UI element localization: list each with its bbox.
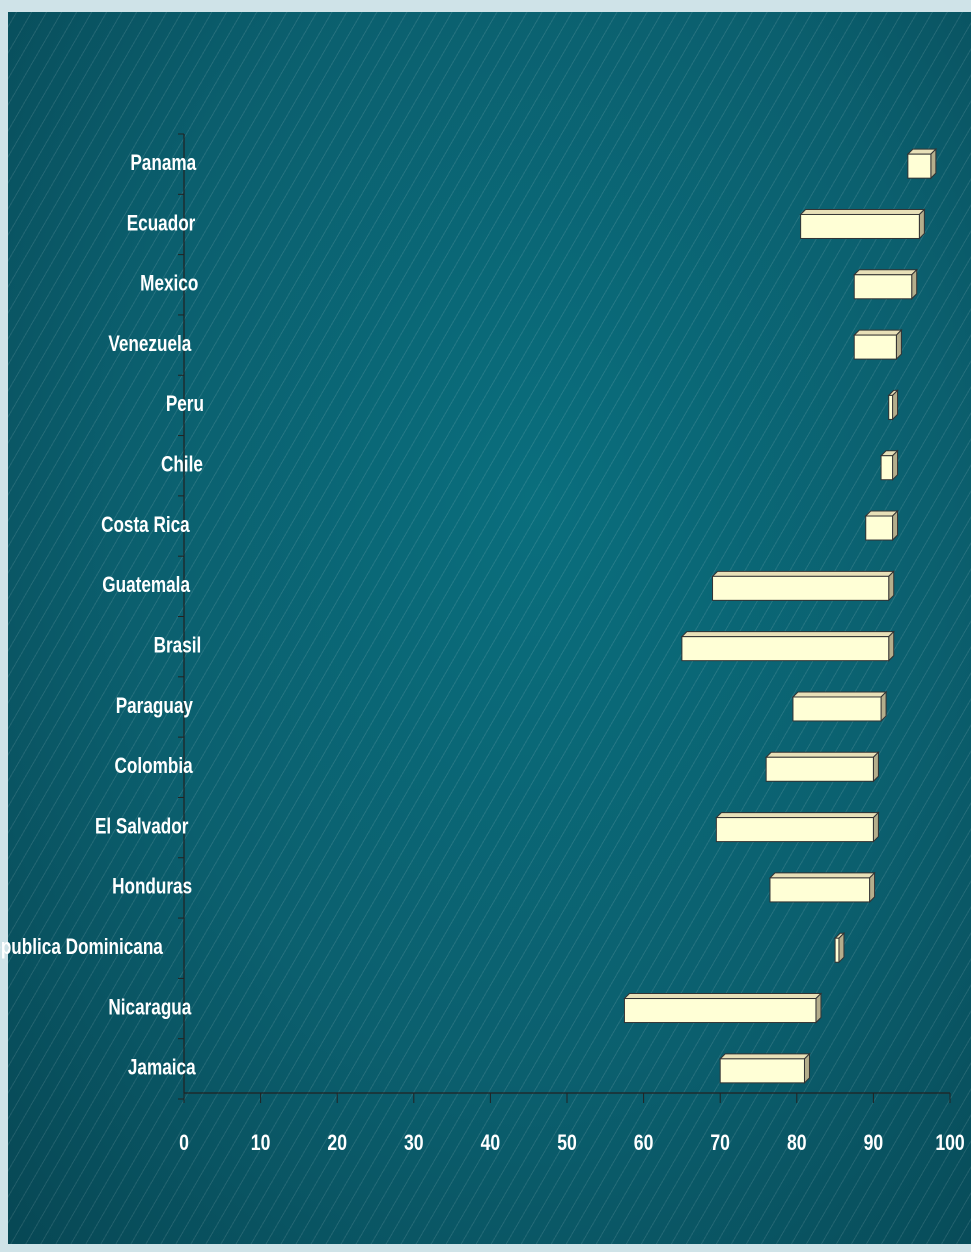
- bar-top-face: [711, 570, 895, 577]
- x-tick-label: 60: [634, 1131, 654, 1155]
- category-label: Jamaica: [128, 1056, 197, 1081]
- bar-side-face: [930, 147, 937, 180]
- bar: [681, 636, 890, 662]
- bar-side-face: [880, 690, 887, 723]
- bar-top-face: [853, 329, 903, 336]
- bar-top-face: [715, 812, 880, 819]
- bar: [712, 575, 890, 601]
- x-tick-label: 80: [787, 1131, 807, 1155]
- bar-top-face: [623, 993, 823, 1000]
- category-label: Nicaragua: [108, 995, 192, 1020]
- bar: [853, 334, 897, 360]
- bar: [765, 756, 874, 782]
- bar-top-face: [764, 751, 880, 758]
- bar-side-face: [911, 268, 918, 300]
- bar-side-face: [895, 328, 902, 361]
- bar-side-face: [872, 751, 879, 783]
- x-tick-label: 100: [935, 1131, 964, 1155]
- bar: [888, 394, 894, 420]
- x-tick-label: 70: [710, 1131, 730, 1155]
- bar-side-face: [892, 389, 899, 421]
- x-tick-label: 0: [179, 1131, 189, 1155]
- bar-side-face: [888, 630, 895, 662]
- bar-top-face: [718, 1053, 811, 1060]
- bar-side-face: [815, 992, 822, 1024]
- bar-side-face: [803, 1052, 810, 1085]
- bar: [853, 274, 913, 300]
- bar: [800, 213, 920, 239]
- bar-side-face: [918, 208, 925, 240]
- category-label: Republica Dominicana: [0, 935, 164, 960]
- bar-side-face: [838, 932, 845, 964]
- category-label: Peru: [166, 392, 204, 417]
- bar: [769, 877, 871, 903]
- bar: [792, 696, 882, 722]
- category-label: Panama: [130, 151, 197, 176]
- category-label: Brasil: [154, 634, 202, 659]
- category-label: Guatemala: [102, 573, 191, 598]
- bar-side-face: [869, 871, 876, 904]
- x-tick-label: 10: [251, 1131, 271, 1155]
- x-tick-label: 50: [557, 1131, 577, 1155]
- category-label: Paraguay: [116, 694, 193, 719]
- x-tick-label: 40: [481, 1131, 501, 1155]
- bar-top-face: [680, 631, 895, 638]
- bar: [834, 937, 840, 963]
- bar: [623, 998, 817, 1024]
- bar: [880, 455, 894, 481]
- category-label: Colombia: [115, 754, 194, 779]
- bar: [907, 153, 932, 179]
- bar: [865, 515, 894, 541]
- bar: [715, 817, 874, 843]
- bar-top-face: [799, 208, 926, 215]
- bar-top-face: [768, 872, 876, 879]
- bar-top-face: [791, 691, 888, 698]
- category-label: Chile: [161, 453, 203, 478]
- category-label: Ecuador: [127, 211, 196, 236]
- bar-side-face: [872, 811, 879, 843]
- bar-side-face: [892, 509, 899, 542]
- bar-top-face: [853, 269, 918, 276]
- category-label: El Salvador: [95, 814, 189, 839]
- category-label: Mexico: [140, 272, 198, 297]
- x-tick-label: 20: [327, 1131, 347, 1155]
- category-label: Costa Rica: [101, 513, 191, 538]
- x-tick-label: 30: [404, 1131, 424, 1155]
- category-label: Venezuela: [108, 332, 192, 357]
- bar-side-face: [888, 570, 895, 602]
- bar: [719, 1058, 805, 1084]
- bar-side-face: [892, 449, 899, 481]
- category-label: Honduras: [112, 875, 192, 900]
- x-tick-label: 90: [864, 1131, 884, 1155]
